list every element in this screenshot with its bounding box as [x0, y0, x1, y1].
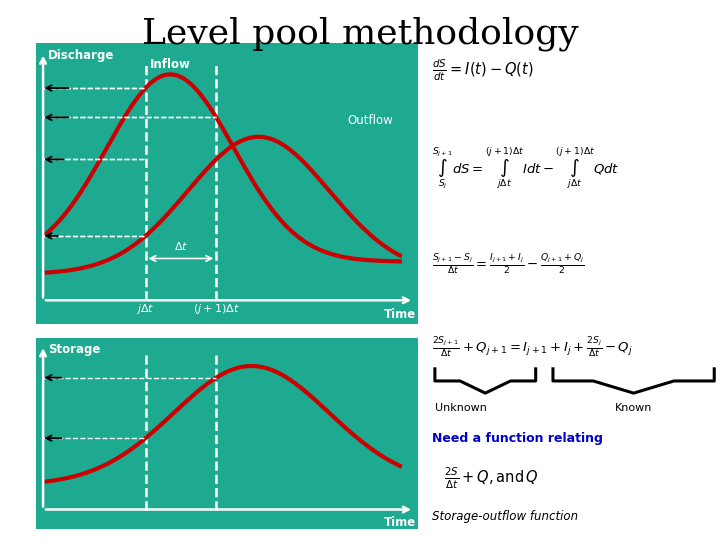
Text: $I_j$: $I_j$ — [26, 79, 35, 97]
Text: $\frac{2S}{\Delta t}+Q,\mathrm{and}\,Q$: $\frac{2S}{\Delta t}+Q,\mathrm{and}\,Q$ — [444, 466, 538, 491]
Text: $S_{j+1}$: $S_{j+1}$ — [6, 369, 35, 386]
Text: $\frac{S_{j+1}-S_j}{\Delta t} = \frac{I_{j+1}+I_j}{2} - \frac{Q_{j+1}+Q_j}{2}$: $\frac{S_{j+1}-S_j}{\Delta t} = \frac{I_… — [432, 252, 585, 277]
Text: Time: Time — [384, 308, 416, 321]
Text: Discharge: Discharge — [48, 50, 114, 63]
Text: Storage-outflow function: Storage-outflow function — [432, 510, 578, 523]
Text: Level pool methodology: Level pool methodology — [142, 16, 578, 51]
Text: Time: Time — [384, 516, 416, 529]
Text: $Q_j$: $Q_j$ — [20, 227, 35, 245]
Text: Outflow: Outflow — [347, 114, 392, 127]
Text: $(j+1)\Delta t$: $(j+1)\Delta t$ — [193, 301, 240, 315]
Text: $I_{j+1}$: $I_{j+1}$ — [11, 109, 35, 126]
Text: $j\Delta t$: $j\Delta t$ — [136, 301, 155, 315]
Text: Inflow: Inflow — [150, 58, 191, 71]
Text: Need a function relating: Need a function relating — [432, 432, 603, 445]
Text: $Q_{j+1}$: $Q_{j+1}$ — [4, 151, 35, 168]
Text: $S_j$: $S_j$ — [22, 430, 35, 447]
Text: $\underset{S_j}{\overset{S_{j+1}}{\int}}dS= \underset{j\Delta t}{\overset{(j+1)\: $\underset{S_j}{\overset{S_{j+1}}{\int}}… — [432, 145, 619, 192]
Text: Unknown: Unknown — [435, 403, 487, 413]
Text: Storage: Storage — [48, 343, 101, 356]
Text: $\frac{dS}{dt} = I(t) - Q(t)$: $\frac{dS}{dt} = I(t) - Q(t)$ — [432, 58, 534, 83]
Text: $\Delta t$: $\Delta t$ — [174, 240, 188, 252]
Text: Known: Known — [615, 403, 652, 413]
Text: $\frac{2S_{j+1}}{\Delta t}+Q_{j+1} = I_{j+1}+I_j+\frac{2S_j}{\Delta t}-Q_j$: $\frac{2S_{j+1}}{\Delta t}+Q_{j+1} = I_{… — [432, 335, 633, 360]
